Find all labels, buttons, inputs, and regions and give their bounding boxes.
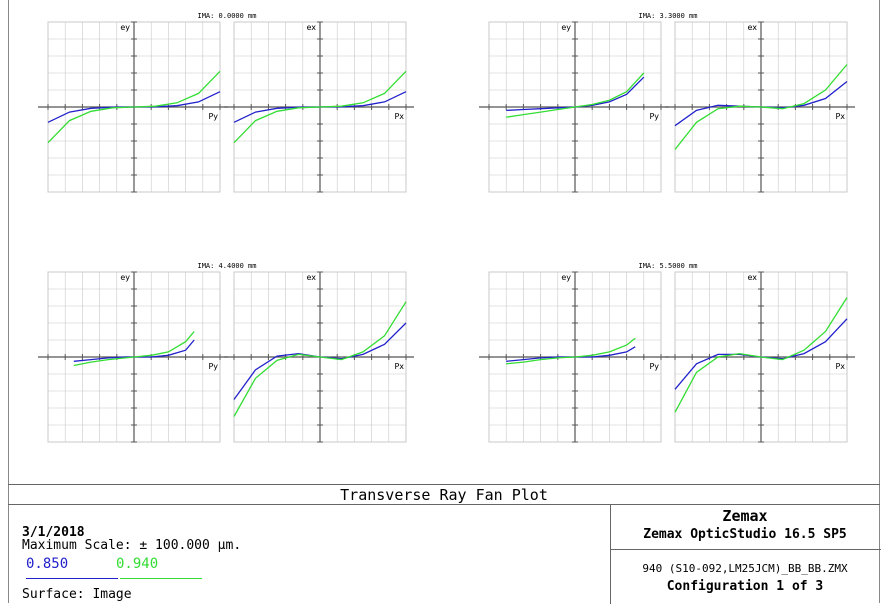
surface-label: Surface: Image [22,587,132,602]
x-axis-label: Px [835,362,845,371]
series-0-940 [674,297,848,413]
x-axis-label: Px [394,112,404,121]
brand-divider [611,549,881,550]
field-title-0: IMA: 0.0000 mm [197,12,256,20]
plot-date: 3/1/2018 [22,525,85,540]
series-0-940 [506,72,645,118]
series-0-940 [674,64,848,150]
y-axis-label: ex [306,23,316,32]
maximum-scale: Maximum Scale: ± 100.000 µm. [22,538,242,553]
x-axis-label: Py [208,362,218,371]
wavelength-2-swatch [120,578,202,579]
field-title-3: IMA: 5.5000 mm [638,262,697,270]
product-name: Zemax OpticStudio 16.5 SP5 [643,527,847,542]
plot-footer: Transverse Ray Fan Plot 3/1/2018 Maximum… [8,484,881,604]
x-axis-label: Py [649,362,659,371]
configuration-label: Configuration 1 of 3 [666,579,824,594]
plot-window [8,0,880,603]
y-axis-label: ex [747,23,757,32]
field-title-2: IMA: 4.4000 mm [197,262,256,270]
x-axis-label: Py [208,112,218,121]
y-axis-label: ex [747,273,757,282]
brand-name: Zemax [722,507,768,525]
field-title-1: IMA: 3.3000 mm [638,12,697,20]
y-axis-label: ey [561,273,571,282]
y-axis-label: ex [306,273,316,282]
ray-fan-plot-area: IMA: 0.0000 mm ey Py ex Px IMA: 3.3000 mm ey Py… [38,12,855,443]
y-axis-label: ey [120,23,130,32]
footer-info-panel: 3/1/2018 Maximum Scale: ± 100.000 µm. 0.… [8,505,610,604]
footer-brand-panel: Zemax Zemax OpticStudio 16.5 SP5 940 (S1… [610,505,881,604]
x-axis-label: Px [394,362,404,371]
y-axis-label: ey [120,273,130,282]
x-axis-label: Py [649,112,659,121]
wavelength-1-label: 0.850 [26,556,69,572]
series-0-940 [506,337,636,365]
plot-title: Transverse Ray Fan Plot [8,485,880,505]
y-axis-label: ey [561,23,571,32]
series-0-940 [73,331,195,367]
x-axis-label: Px [835,112,845,121]
series-0-940 [233,70,407,144]
series-0-940 [233,301,407,417]
series-0-940 [47,70,221,144]
wavelength-2-label: 0.940 [116,556,159,572]
wavelength-1-swatch [26,578,118,579]
lens-file-name: 940 (S10-092,LM25JCM)_BB_BB.ZMX [642,562,848,575]
